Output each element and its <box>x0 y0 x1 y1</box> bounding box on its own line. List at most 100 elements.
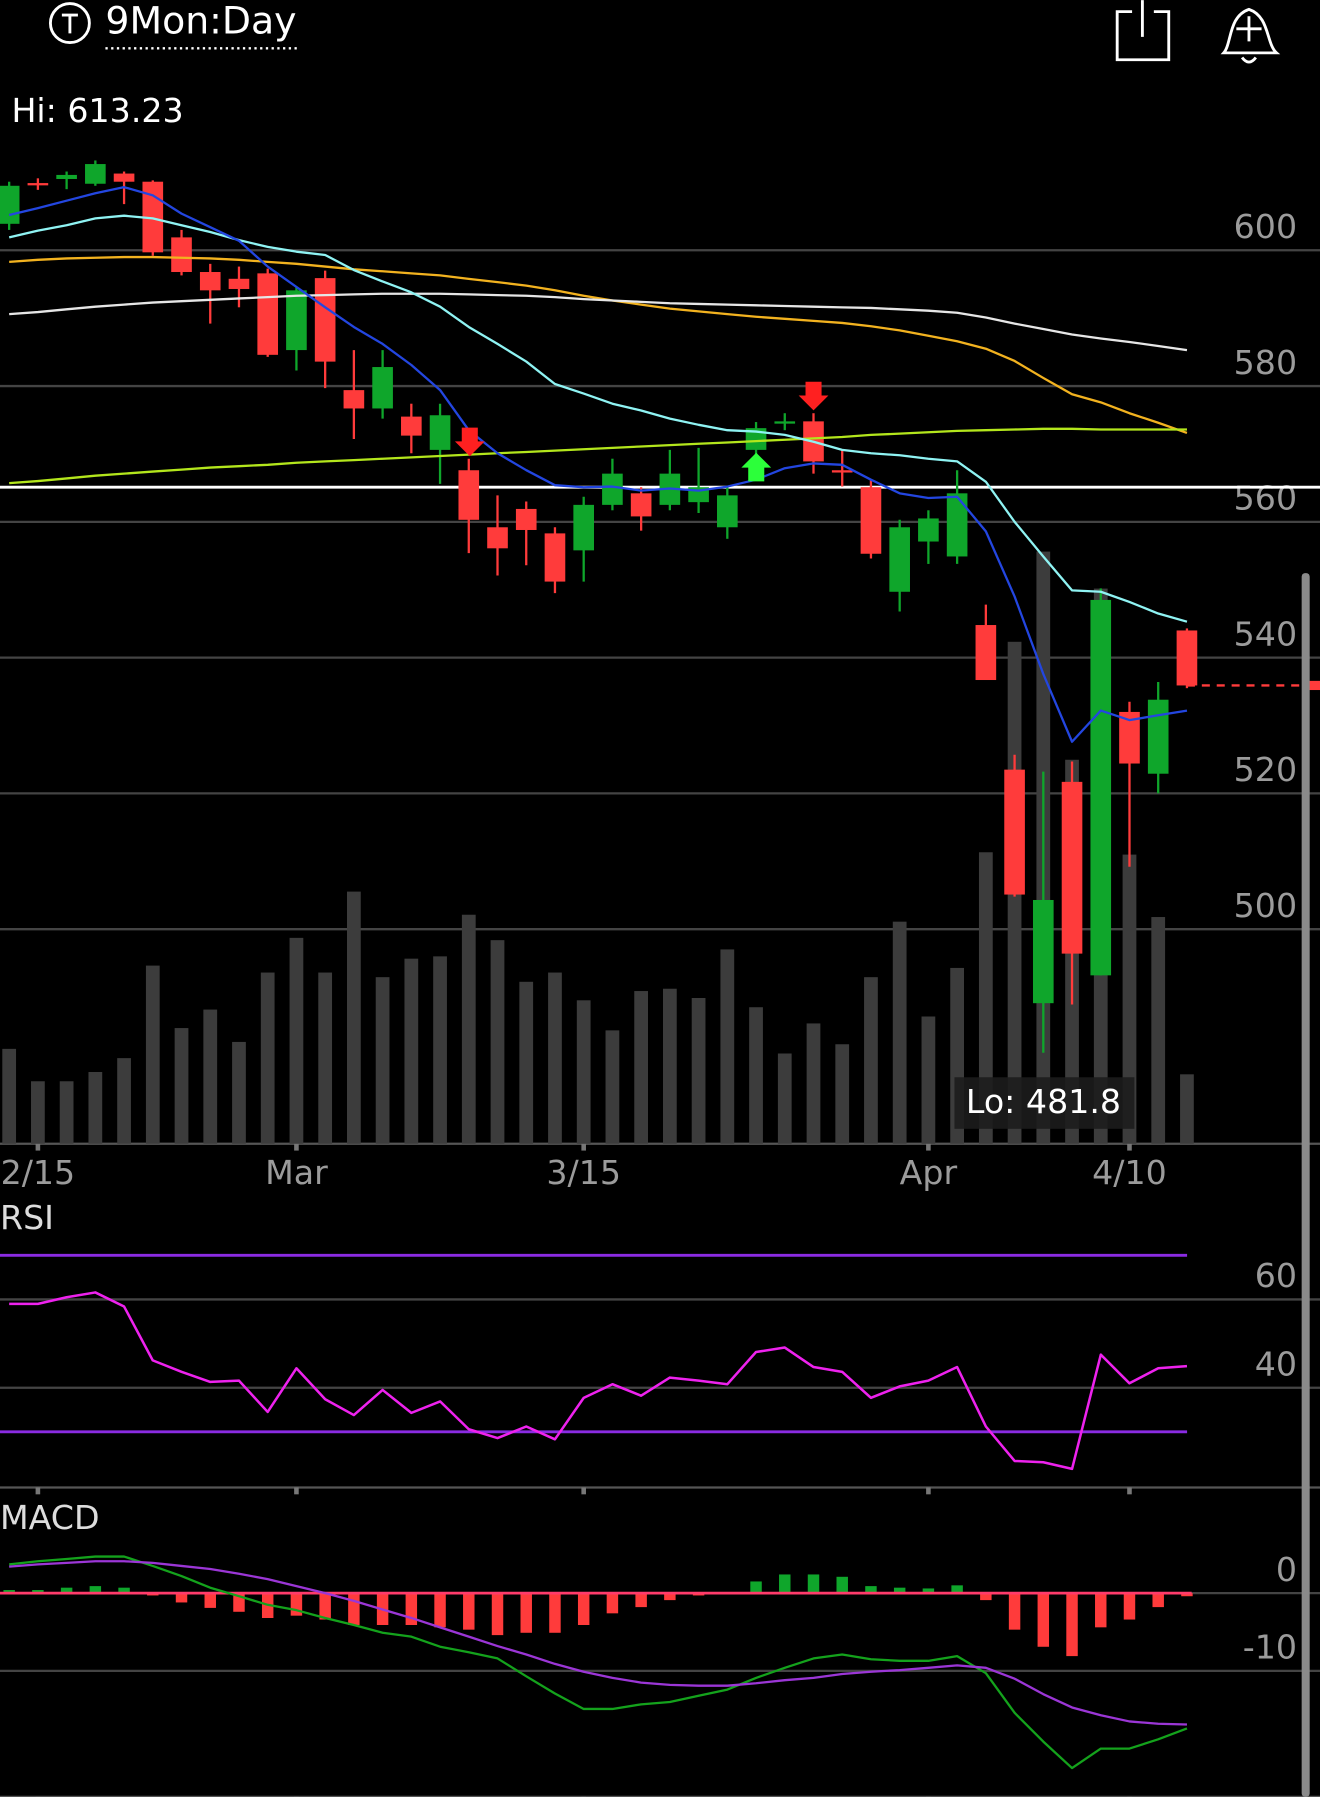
share-button[interactable] <box>1115 0 1171 62</box>
candle-body <box>171 237 192 273</box>
histogram-bar <box>951 1585 963 1594</box>
histogram-bar <box>549 1593 561 1633</box>
candle-body <box>717 495 738 528</box>
histogram-bar <box>89 1586 102 1594</box>
volume-bar <box>605 1030 620 1144</box>
candle-body <box>199 272 221 291</box>
symbol-icon-glyph <box>61 13 78 34</box>
candle-body <box>228 278 250 289</box>
candle-body <box>401 416 422 436</box>
x-tick-label: Apr <box>900 1153 958 1192</box>
share-icon <box>1115 0 1171 62</box>
volume-bar <box>375 977 390 1144</box>
scrollbar[interactable] <box>1301 573 1310 1797</box>
moving-average-line <box>9 292 1188 352</box>
histogram-bar <box>1181 1593 1193 1597</box>
histogram-bar <box>750 1581 762 1594</box>
low-label: Lo: 481.8 <box>966 1082 1121 1121</box>
histogram-bar <box>1008 1593 1021 1630</box>
histogram-bar <box>3 1590 15 1594</box>
volume-bar <box>892 921 907 1144</box>
y-tick-label: 600 <box>1234 207 1297 246</box>
volume-bar <box>720 949 735 1144</box>
histogram-bar <box>491 1593 504 1636</box>
candle-body <box>860 487 882 554</box>
volume-bar <box>174 1028 189 1144</box>
candle-body <box>458 470 480 520</box>
y-tick-label: 540 <box>1234 614 1297 653</box>
histogram-bar <box>319 1593 331 1620</box>
y-tick-label: 0 <box>1276 1550 1297 1589</box>
candle-body <box>314 278 336 362</box>
volume-bar <box>347 891 361 1144</box>
histogram-bar <box>893 1587 906 1594</box>
symbol-label[interactable]: 9Mon:Day <box>105 0 296 43</box>
histogram-bar <box>463 1593 475 1630</box>
y-tick-label: 580 <box>1234 343 1297 382</box>
sell-signal <box>798 381 829 411</box>
volume-bar <box>634 991 649 1144</box>
volume-bar <box>548 972 562 1144</box>
candle-body <box>774 421 796 424</box>
moving-average-line <box>9 427 1187 485</box>
histogram-bar <box>865 1586 877 1594</box>
symbol-icon <box>48 2 91 44</box>
histogram-bar <box>434 1593 446 1628</box>
histogram-bar <box>1066 1593 1078 1657</box>
x-tick-label: 2/15 <box>1 1153 76 1192</box>
y-tick-label: 500 <box>1234 886 1297 925</box>
y-tick-label: 60 <box>1255 1256 1297 1295</box>
moving-average-line <box>8 214 1188 623</box>
candle-body <box>946 493 968 557</box>
volume-bar <box>978 852 993 1144</box>
volume-bar <box>1180 1074 1194 1144</box>
histogram-bar <box>118 1587 130 1594</box>
volume-bar <box>433 956 447 1144</box>
volume-bar <box>576 1000 591 1144</box>
moving-average-line <box>8 186 1188 743</box>
candle-body <box>343 390 365 409</box>
volume-bar <box>749 1007 763 1144</box>
candle-body <box>975 625 997 681</box>
candle-body <box>1090 599 1112 976</box>
y-tick-label: 40 <box>1255 1344 1297 1383</box>
volume-bar <box>1122 854 1137 1144</box>
candle-body <box>889 527 910 592</box>
histogram-bar <box>577 1593 590 1625</box>
last-price-marker <box>1306 680 1320 691</box>
histogram-bar <box>779 1574 791 1594</box>
rsi-title: RSI <box>0 1198 54 1237</box>
candle-body <box>630 493 652 517</box>
volume-bar <box>835 1044 850 1144</box>
volume-bar <box>203 1009 218 1144</box>
macd-line <box>9 1560 1188 1726</box>
candle-body <box>372 367 393 409</box>
candle-body <box>544 533 566 582</box>
candle-body <box>918 518 939 542</box>
volume-bar <box>31 1081 45 1144</box>
y-tick-label: 560 <box>1234 479 1297 518</box>
symbol-button[interactable]: 9Mon:Day <box>48 0 301 50</box>
volume-bar <box>404 958 419 1144</box>
volume-bar <box>318 972 333 1144</box>
candle-body <box>257 273 279 355</box>
histogram-bar <box>635 1593 647 1608</box>
histogram-bar <box>348 1593 360 1625</box>
volume-bar <box>490 940 505 1144</box>
alert-button[interactable] <box>1220 7 1281 64</box>
volume-bar <box>921 1016 936 1144</box>
macd-line <box>9 1555 1188 1770</box>
low-label-box <box>954 1077 1135 1129</box>
histogram-bar <box>1095 1593 1107 1628</box>
volume-bar <box>260 972 275 1144</box>
volume-bar <box>232 1041 246 1144</box>
alert-icon <box>1220 7 1281 64</box>
histogram-bar <box>32 1590 44 1594</box>
histogram-bar <box>922 1588 935 1594</box>
x-tick-label: 4/10 <box>1092 1153 1167 1192</box>
volume-bar <box>662 988 677 1144</box>
candle-body <box>602 473 623 505</box>
histogram-bar <box>175 1593 188 1603</box>
